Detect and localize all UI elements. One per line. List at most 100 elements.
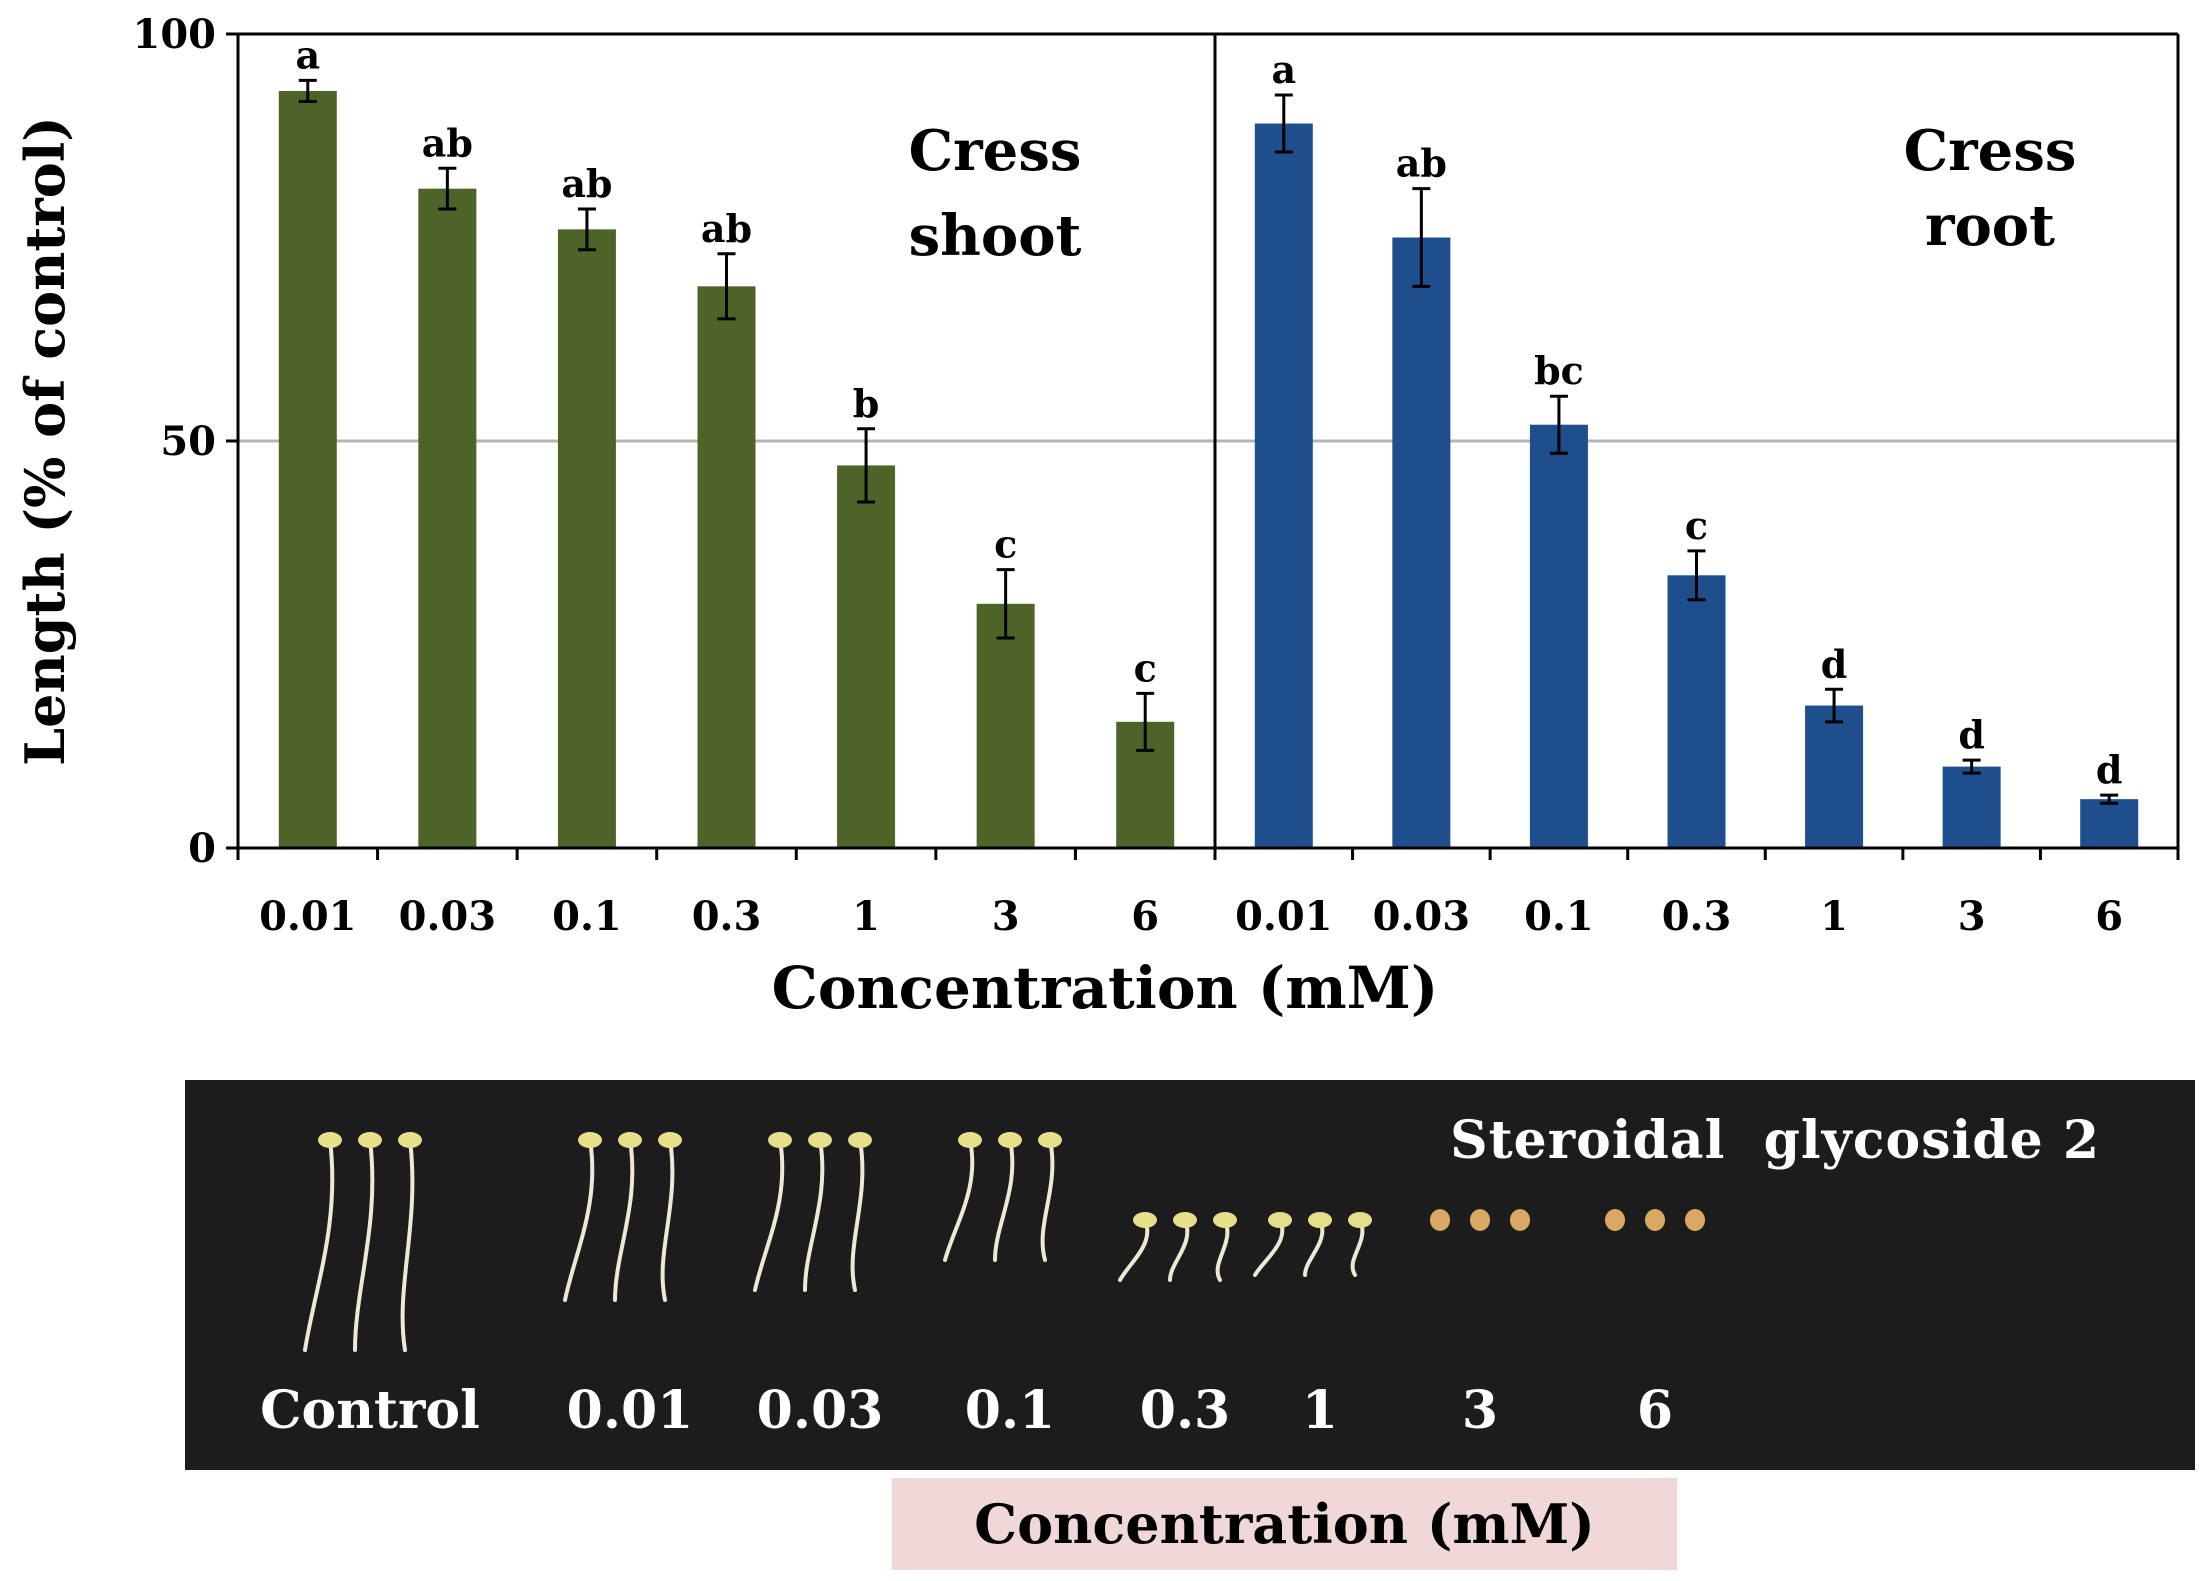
seedling-leaf — [1173, 1212, 1197, 1228]
y-tick-label: 0 — [188, 825, 216, 872]
photo-label-4: 0.3 — [1139, 1380, 1231, 1441]
photo-label-3: 0.1 — [964, 1380, 1056, 1441]
seedling-leaf — [998, 1132, 1022, 1148]
bar-root-5 — [1942, 766, 2001, 848]
seedling-leaf — [1470, 1209, 1490, 1231]
footer-concentration-box: Concentration (mM) — [892, 1478, 1677, 1570]
significance-letter: c — [994, 522, 1017, 567]
bar-shoot-4 — [837, 465, 896, 848]
seedling-leaf — [1605, 1209, 1625, 1231]
photo-label-0: Control — [260, 1380, 480, 1441]
bar-shoot-1 — [418, 188, 477, 848]
photo-label-1: 0.01 — [566, 1380, 694, 1441]
seedling-leaf — [1133, 1212, 1157, 1228]
seedling-leaf — [1510, 1209, 1530, 1231]
seedling-stem — [753, 1138, 785, 1292]
x-tick-label: 6 — [2095, 893, 2123, 940]
bar-root-1 — [1392, 237, 1451, 848]
significance-letter: d — [1821, 641, 1848, 686]
bars — [278, 78, 2139, 849]
x-axis-title: Concentration (mM) — [772, 954, 1439, 1022]
panel-label-shoot: Cress — [909, 118, 1082, 184]
seedling-leaf — [1685, 1209, 1705, 1231]
seedling-stem — [353, 1138, 375, 1352]
bar-shoot-5 — [976, 603, 1035, 848]
seedling-leaf — [1308, 1212, 1332, 1228]
significance-letter: c — [1685, 503, 1708, 548]
y-tick-label: 100 — [133, 11, 217, 58]
significance-letter: d — [1958, 712, 1985, 757]
bar-shoot-3 — [697, 286, 756, 849]
seedling-stem — [850, 1138, 865, 1292]
seedling-leaf — [1645, 1209, 1665, 1231]
chart-labels: 0 50 100 Length (% of control) Concentration… — [13, 11, 2123, 1022]
seedling-stem — [803, 1138, 825, 1292]
seedling-stem — [613, 1138, 635, 1302]
x-tick-label: 0.03 — [399, 893, 496, 940]
seedling-leaf — [618, 1132, 642, 1148]
seedling-photo: Steroidal glycoside 2 Control 0.01 0.03 0.1… — [185, 1080, 2195, 1470]
seedling-leaf — [578, 1132, 602, 1148]
panel-label-root: Cress — [1904, 118, 2077, 184]
seedling-stem — [1253, 1218, 1285, 1277]
significance-letter: b — [853, 381, 880, 426]
seedling-leaf — [1348, 1212, 1372, 1228]
seedling-stem — [400, 1138, 415, 1352]
x-tick-label: 0.1 — [552, 893, 622, 940]
seedling-stem — [303, 1138, 335, 1352]
significance-letter: bc — [1534, 348, 1584, 393]
seedling-stem — [1350, 1218, 1365, 1277]
seedling-leaf — [1268, 1212, 1292, 1228]
x-tick-label: 0.03 — [1373, 893, 1470, 940]
panel-label-root: root — [1925, 193, 2055, 259]
significance-letter: ab — [561, 161, 612, 206]
significance-letter: ab — [701, 206, 752, 251]
seedling-leaf — [958, 1132, 982, 1148]
seedling-stem — [660, 1138, 675, 1302]
seedling-stem — [1040, 1138, 1055, 1262]
bar-root-6 — [2080, 799, 2139, 848]
significance-letter: a — [1271, 47, 1296, 92]
seedling-leaf — [1038, 1132, 1062, 1148]
x-tick-label: 0.01 — [259, 893, 356, 940]
significance-letter: ab — [422, 120, 473, 165]
bar-shoot-0 — [278, 90, 337, 849]
x-tick-label: 0.1 — [1524, 893, 1594, 940]
bar-root-0 — [1254, 123, 1313, 849]
significance-letter: c — [1134, 645, 1157, 690]
panel-label-shoot: shoot — [909, 203, 1082, 269]
seedling-stem — [1168, 1218, 1190, 1282]
significance-letter: d — [2096, 747, 2123, 792]
photo-title: Steroidal glycoside 2 — [1450, 1110, 2100, 1171]
seedling-leaf — [848, 1132, 872, 1148]
seedling-leaf — [658, 1132, 682, 1148]
bar-root-4 — [1805, 705, 1864, 848]
seedling-stem — [563, 1138, 595, 1302]
x-tick-label: 1 — [852, 893, 880, 940]
photo-label-6: 3 — [1461, 1380, 1499, 1441]
photo-label-7: 6 — [1636, 1380, 1674, 1441]
bar-root-2 — [1529, 424, 1588, 848]
y-axis-title: Length (% of control) — [13, 116, 77, 766]
x-tick-label: 1 — [1820, 893, 1848, 940]
seedling-leaf — [398, 1132, 422, 1148]
axes — [226, 32, 2180, 860]
photo-label-2: 0.03 — [756, 1380, 884, 1441]
seedling-stem — [1303, 1218, 1325, 1277]
x-tick-label: 3 — [992, 893, 1020, 940]
y-tick-label: 50 — [160, 418, 216, 465]
seedling-leaf — [1213, 1212, 1237, 1228]
bar-shoot-2 — [557, 229, 616, 849]
x-tick-label: 0.3 — [1662, 893, 1732, 940]
bar-chart: 0 50 100 Length (% of control) Concentration… — [13, 11, 2180, 1022]
seedling-leaf — [358, 1132, 382, 1148]
x-tick-label: 0.01 — [1235, 893, 1332, 940]
x-tick-label: 6 — [1131, 893, 1159, 940]
bar-root-3 — [1667, 575, 1726, 848]
significance-letter: a — [295, 32, 320, 77]
seedling-leaf — [1430, 1209, 1450, 1231]
seedling-stem — [1215, 1218, 1230, 1282]
photo-label-5: 1 — [1301, 1380, 1339, 1441]
seedling-stem — [993, 1138, 1015, 1262]
seedling-leaf — [318, 1132, 342, 1148]
